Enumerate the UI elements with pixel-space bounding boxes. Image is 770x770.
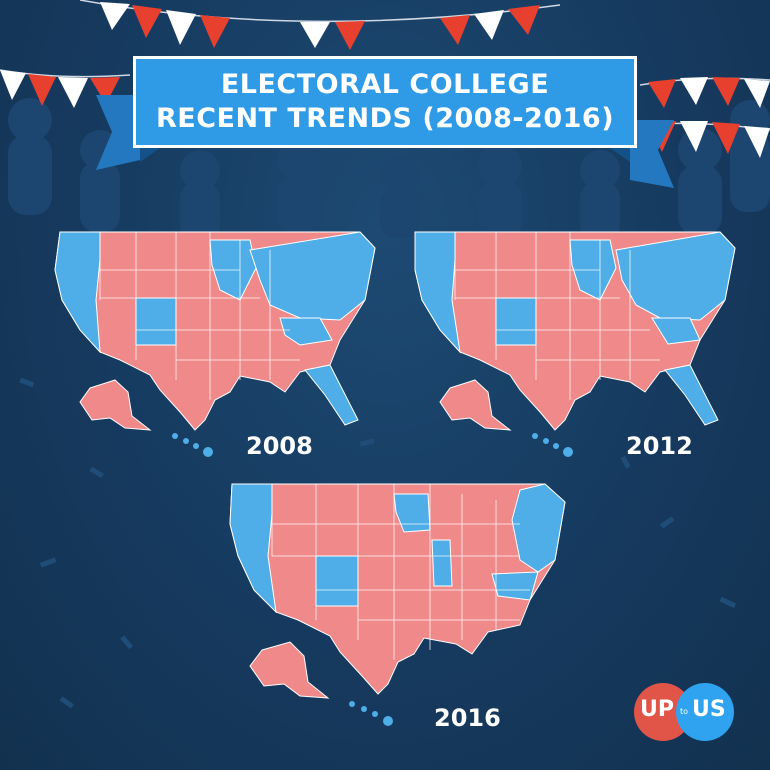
hawaii-2012 — [532, 433, 573, 457]
us-map-2012 — [414, 231, 736, 431]
logo-up-text: UP — [640, 697, 674, 722]
alaska-2008 — [79, 379, 152, 431]
logo-us-circle — [676, 683, 734, 741]
year-label-2016: 2016 — [434, 704, 501, 732]
year-label-2012: 2012 — [626, 432, 693, 460]
up-to-us-logo: UP to US — [634, 683, 734, 743]
title-line-2: RECENT TRENDS (2008-2016) — [155, 103, 615, 134]
title-banner: ELECTORAL COLLEGE RECENT TRENDS (2008-20… — [133, 56, 637, 148]
hawaii-2016 — [349, 701, 393, 726]
alaska-2012 — [439, 379, 512, 431]
bunting-flags — [0, 0, 770, 188]
us-map-2008 — [54, 231, 376, 431]
year-label-2008: 2008 — [246, 432, 313, 460]
us-map-2016 — [229, 483, 566, 695]
hawaii-2008 — [172, 433, 213, 457]
title-line-1: ELECTORAL COLLEGE — [220, 69, 550, 100]
alaska-2016 — [249, 641, 330, 699]
logo-us-text: US — [692, 697, 726, 722]
logo-to-text: to — [680, 707, 689, 716]
